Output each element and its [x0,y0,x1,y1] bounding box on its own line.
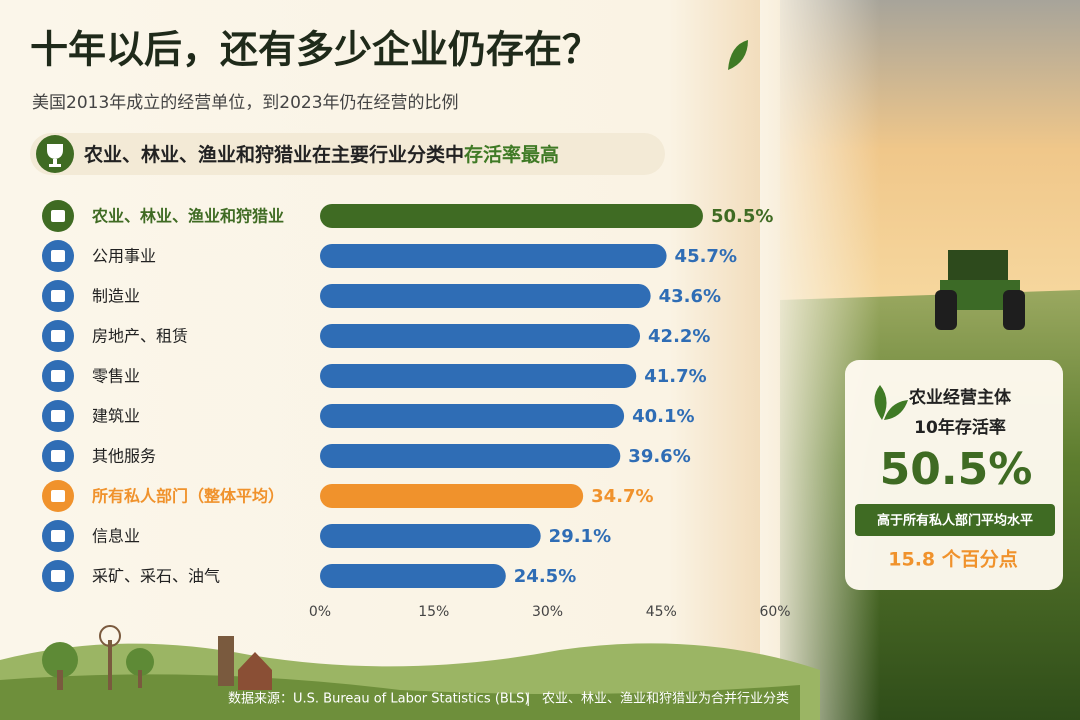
bar [320,564,506,588]
card-ribbon-text: 高于所有私人部门平均水平 [877,513,1033,529]
category-label: 零售业 [92,367,140,386]
trophy-glyph [47,144,63,167]
bar [320,324,641,348]
hills-front [0,674,800,720]
category-label: 制造业 [92,287,140,306]
bar [320,524,541,548]
category-label: 公用事业 [92,247,156,266]
bar [320,244,667,268]
subtitle: 美国2013年成立的经营单位，到2023年仍在经营的比例 [32,93,459,113]
banner-main: 农业、林业、渔业和狩猎业在主要行业分类中 [83,143,464,166]
value-label: 42.2% [648,326,710,347]
category-label: 农业、林业、渔业和狩猎业 [91,207,284,226]
category-icon-glyph [51,450,65,462]
category-icon-glyph [51,210,65,222]
card-ribbon [855,504,1055,536]
x-tick-label: 0% [309,604,331,620]
category-label: 采矿、采石、油气 [92,567,220,586]
card-line1: 农业经营主体 [908,387,1012,408]
value-label: 41.7% [644,366,706,387]
bar [320,444,621,468]
category-icon-glyph [51,490,65,502]
category-label: 信息业 [92,527,140,546]
card-big: 50.5% [880,444,1033,495]
category-icon-glyph [51,330,65,342]
bar [320,484,584,508]
card-line2: 10年存活率 [914,417,1006,438]
value-label: 50.5% [711,206,773,227]
value-label: 34.7% [591,486,653,507]
value-label: 40.1% [632,406,694,427]
category-label: 其他服务 [92,447,156,466]
card-leaf [874,385,908,420]
x-tick-label: 45% [646,604,677,620]
card: 农业经营主体 10年存活率 50.5% 高于所有私人部门平均水平 15.8 个百… [845,360,1063,590]
value-label: 24.5% [514,566,576,587]
footer-source: 数据来源：U.S. Bureau of Labor Statistics (BL… [228,692,529,707]
value-label: 45.7% [675,246,737,267]
bar [320,284,651,308]
category-label: 房地产、租赁 [92,327,188,346]
title: 十年以后，还有多少企业仍存在？ [30,28,600,72]
bar [320,404,625,428]
category-label: 所有私人部门（整体平均） [92,487,284,506]
banner [30,133,665,175]
category-icon-glyph [51,570,65,582]
farm [42,625,272,690]
tractor [935,250,1025,330]
category-icon-glyph [51,370,65,382]
category-icon-glyph [51,410,65,422]
category-icon-glyph [51,530,65,542]
value-label: 39.6% [628,446,690,467]
banner-text: 农业、林业、渔业和狩猎业在主要行业分类中存活率最高 [83,143,559,166]
category-icon-glyph [51,250,65,262]
x-tick-label: 15% [418,604,449,620]
card-bottom: 15.8 个百分点 [888,549,1018,571]
banner-highlight: 存活率最高 [464,143,559,166]
leaf [728,40,748,70]
value-label: 29.1% [549,526,611,547]
x-tick-label: 30% [532,604,563,620]
value-label: 43.6% [659,286,721,307]
x-tick-label: 60% [759,604,790,620]
category-icon-glyph [51,290,65,302]
footer-sep: | [526,692,530,707]
footer-note: 农业、林业、渔业和狩猎业为合并行业分类 [542,692,789,707]
bar [320,204,703,228]
bar [320,364,637,388]
category-label: 建筑业 [92,407,140,426]
